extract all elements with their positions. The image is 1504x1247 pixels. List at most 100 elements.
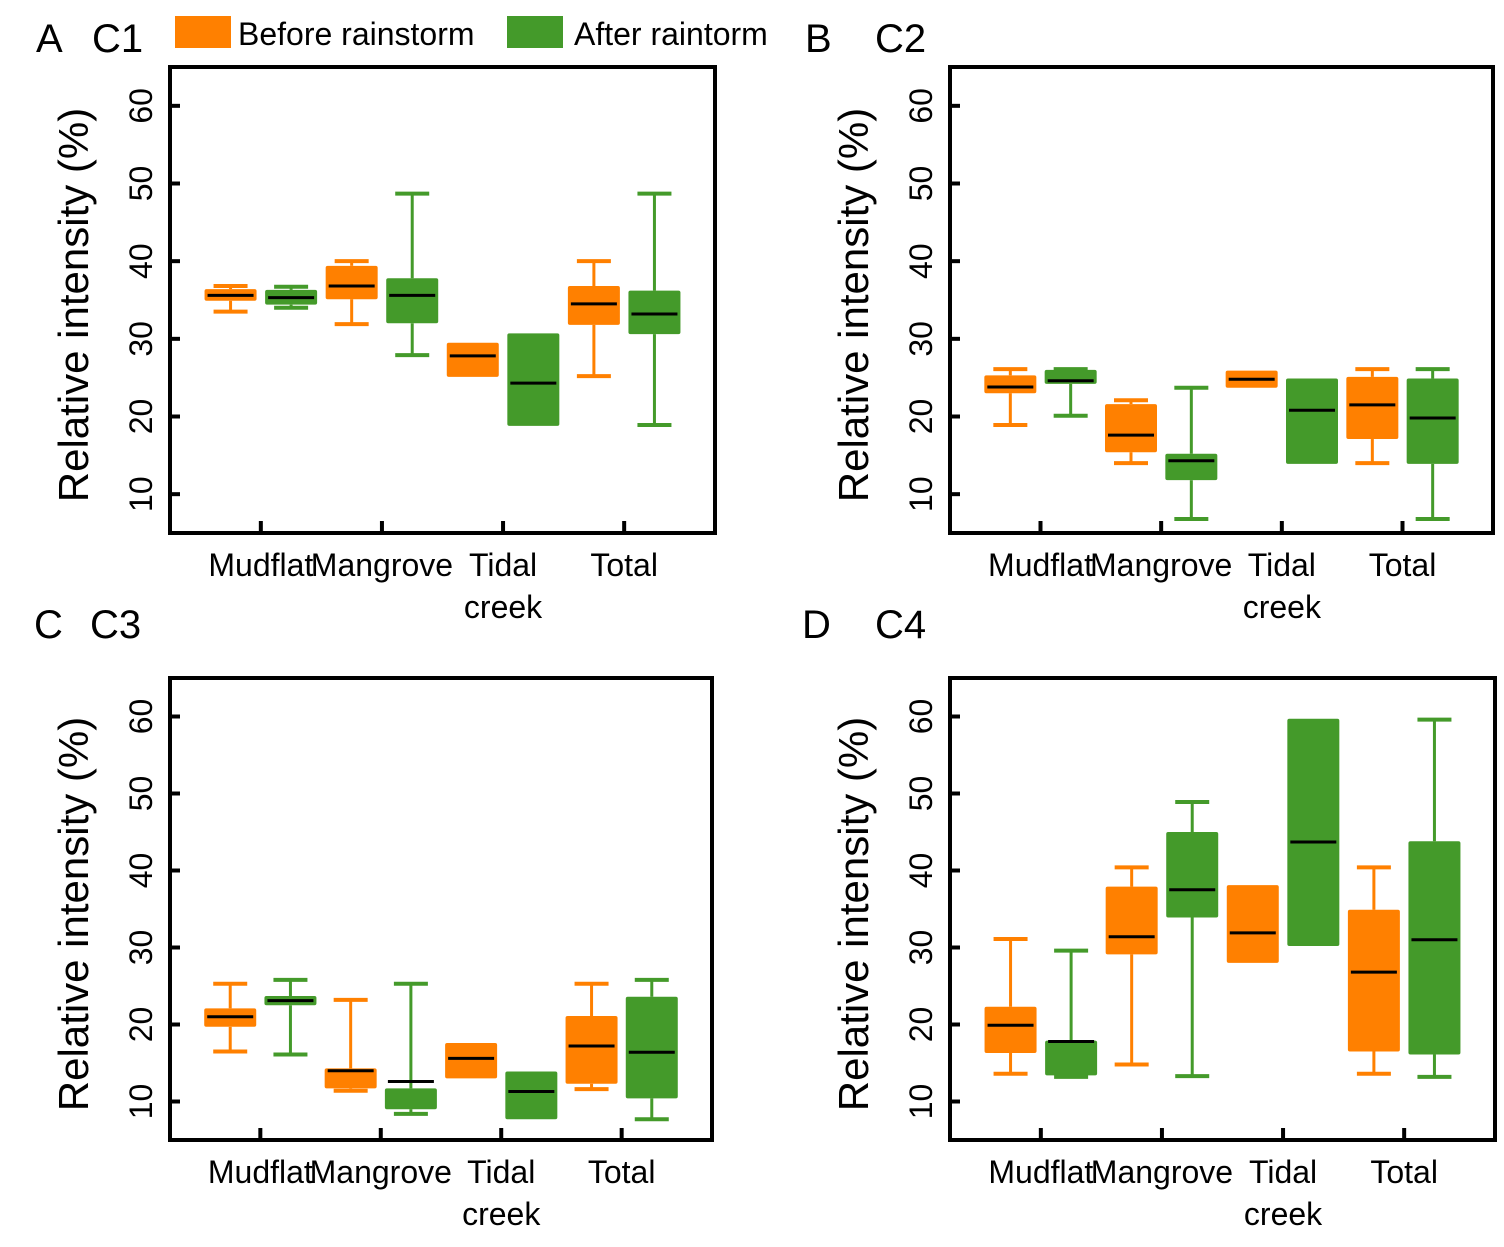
y-tick-label: 50 [123,166,159,202]
box-after [386,191,439,358]
x-tick-label: Tidal creek [1244,1154,1323,1232]
iqr-box [1408,841,1461,1055]
y-tick-label: 40 [903,853,939,889]
iqr-box [505,1071,558,1120]
y-tick-label: 30 [123,930,159,966]
x-tick-label-line: creek [1243,589,1322,625]
box-before [1226,885,1279,963]
x-tick-label-line: Mudflat [988,1154,1093,1190]
iqr-box [1347,909,1400,1052]
iqr-box [1226,885,1279,963]
box-before [984,937,1037,1076]
iqr-box [384,1088,437,1110]
plot-frame [948,65,1495,535]
box-after [1045,948,1098,1079]
y-tick-label: 40 [123,243,159,279]
x-tick-label-line: Tidal [1249,1154,1317,1190]
box-before [204,284,257,314]
box-after [1406,367,1459,522]
legend-label-before: Before rainstorm [238,16,475,52]
box-after [384,981,437,1116]
iqr-box [1287,718,1340,946]
x-tick-label: Mudflat [208,547,313,583]
iqr-box [446,342,499,377]
box-after [1287,718,1340,946]
x-tick-label-line: Total [1369,547,1437,583]
box-after [264,977,317,1057]
box-before [565,981,618,1092]
box-after [1286,378,1338,464]
legend-label-after: After raintorm [574,16,768,52]
x-tick-label-line: creek [1244,1196,1323,1232]
box-before [446,342,499,377]
box-before [567,259,620,379]
iqr-box [1165,453,1218,481]
box-after [265,284,318,310]
panel-letter: A [36,17,63,61]
iqr-box [445,1042,498,1079]
panel-letter: D [802,603,831,647]
box-after [625,977,678,1122]
iqr-box [1346,376,1399,440]
y-tick-label: 10 [903,1084,939,1120]
x-tick-label: Tidal creek [1243,547,1322,625]
x-tick-label: Tidal creek [464,547,543,625]
x-tick-label-line: Mangrove [311,547,453,583]
iqr-box [984,375,1037,394]
box-after [1044,367,1097,418]
y-tick-label: 20 [123,1007,159,1043]
x-tick-label: Mangrove [1090,547,1232,583]
x-tick-label-line: Mangrove [310,1154,452,1190]
x-tick-label-line: creek [462,1196,541,1232]
y-tick-label: 20 [123,399,159,435]
x-tick-label: Mudflat [988,1154,1093,1190]
x-tick-label-line: Tidal [1248,547,1316,583]
y-tick-label: 60 [123,699,159,735]
y-tick-label: 30 [903,930,939,966]
x-tick-label-line: Total [588,1154,656,1190]
legend-swatch-after [507,16,563,48]
box-after [1165,385,1218,522]
panel-letter: B [805,17,832,61]
iqr-box [386,278,439,324]
legend-swatch-before [175,16,231,48]
x-tick-label: Mudflat [988,547,1093,583]
box-before [1346,367,1399,466]
y-tick-label: 40 [903,243,939,279]
x-tick-label-line: Tidal [467,1154,535,1190]
x-tick-label-line: Mudflat [208,1154,313,1190]
x-tick-label-line: creek [464,589,543,625]
plot-frame [948,676,1497,1142]
box-before [1105,865,1158,1067]
y-axis-label: Relative intensity (%) [50,717,97,1111]
y-tick-label: 60 [123,88,159,124]
x-tick-label: Total [1369,547,1437,583]
x-tick-label: Mudflat [208,1154,313,1190]
x-tick-label: Total [588,1154,656,1190]
y-tick-label: 60 [903,699,939,735]
panel-title: C4 [875,603,926,647]
y-tick-label: 40 [123,853,159,889]
x-tick-label-line: Total [1370,1154,1438,1190]
y-axis-label: Relative intensity (%) [830,717,877,1111]
x-tick-label: Total [1370,1154,1438,1190]
iqr-box [1105,886,1158,955]
iqr-box [567,286,620,325]
iqr-box [1166,832,1219,918]
iqr-box [625,996,678,1099]
x-tick-label-line: Tidal [469,547,537,583]
box-before [984,367,1037,428]
y-tick-label: 30 [903,321,939,357]
panel-title: C2 [875,17,926,61]
iqr-box [628,290,681,335]
plot-frame [168,676,714,1142]
iqr-box [507,333,560,426]
y-axis-label: Relative intensity (%) [50,108,97,502]
box-before [1105,398,1157,466]
x-tick-label: Tidal creek [462,1154,541,1232]
x-tick-label-line: Mangrove [1091,1154,1233,1190]
box-before [325,259,378,327]
y-tick-label: 30 [123,321,159,357]
y-tick-label: 50 [903,166,939,202]
